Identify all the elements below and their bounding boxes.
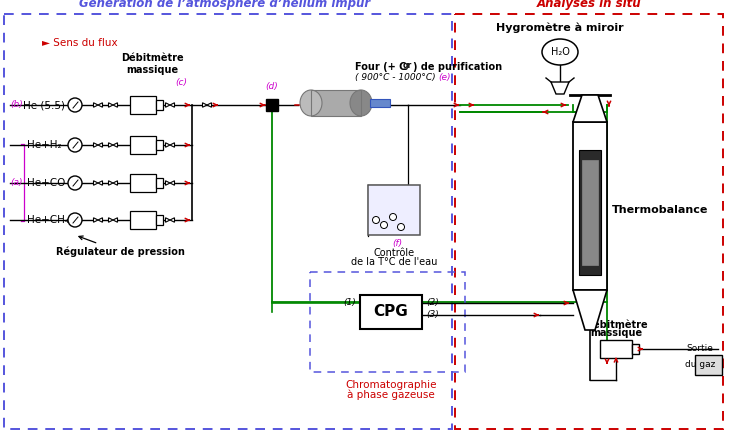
Bar: [579, 150, 601, 275]
Bar: [156, 140, 163, 150]
Text: (1): (1): [343, 299, 356, 307]
Bar: [4, 14, 452, 429]
Text: Thermobalance: Thermobalance: [612, 205, 709, 215]
Bar: [600, 340, 632, 358]
Bar: [370, 99, 390, 107]
Ellipse shape: [350, 90, 372, 116]
Text: (b): (b): [10, 100, 23, 108]
Text: Hygromètre à miroir: Hygromètre à miroir: [496, 23, 624, 33]
Text: du gaz: du gaz: [685, 360, 715, 369]
Polygon shape: [170, 103, 174, 107]
Text: gr: gr: [403, 61, 413, 70]
Polygon shape: [165, 218, 170, 222]
Circle shape: [68, 98, 82, 112]
Bar: [695, 355, 722, 375]
Circle shape: [389, 213, 397, 220]
Bar: [266, 99, 278, 111]
Text: ( 900°C - 1000°C): ( 900°C - 1000°C): [355, 73, 436, 82]
Text: massique: massique: [590, 328, 642, 338]
Text: H₂O: H₂O: [550, 47, 569, 57]
Text: (e): (e): [438, 73, 451, 82]
Bar: [455, 14, 723, 429]
Polygon shape: [170, 181, 174, 185]
Text: de la T°C de l'eau: de la T°C de l'eau: [351, 257, 437, 267]
Text: Débitmètre
massique: Débitmètre massique: [121, 52, 183, 75]
Polygon shape: [573, 290, 607, 330]
Bar: [156, 215, 163, 225]
Circle shape: [397, 224, 405, 231]
Bar: [632, 344, 639, 354]
Bar: [368, 185, 420, 235]
Text: ► Sens du flux: ► Sens du flux: [42, 38, 117, 48]
Circle shape: [68, 213, 82, 227]
Polygon shape: [203, 103, 207, 107]
Text: He (5.5): He (5.5): [23, 100, 65, 110]
Polygon shape: [165, 103, 170, 107]
Polygon shape: [170, 143, 174, 147]
Bar: [130, 136, 156, 154]
Polygon shape: [113, 103, 117, 107]
Bar: [130, 211, 156, 229]
Polygon shape: [113, 218, 117, 222]
Text: Four (+ C: Four (+ C: [355, 62, 406, 72]
Bar: [156, 100, 163, 110]
Polygon shape: [93, 103, 98, 107]
Text: Sortie: Sortie: [687, 344, 714, 353]
Ellipse shape: [300, 90, 322, 116]
Polygon shape: [98, 103, 103, 107]
Polygon shape: [93, 143, 98, 147]
Polygon shape: [98, 181, 103, 185]
Text: Génération de l’atmosphère d’hélium impur: Génération de l’atmosphère d’hélium impu…: [79, 0, 370, 10]
Bar: [360, 295, 422, 329]
Text: à phase gazeuse: à phase gazeuse: [347, 390, 435, 400]
Ellipse shape: [542, 39, 578, 65]
Text: (a): (a): [10, 177, 23, 187]
Text: Régulateur de pression: Régulateur de pression: [55, 236, 184, 257]
Polygon shape: [165, 181, 170, 185]
Bar: [311, 90, 361, 116]
Circle shape: [68, 138, 82, 152]
Polygon shape: [98, 218, 103, 222]
Polygon shape: [165, 143, 170, 147]
Bar: [130, 96, 156, 114]
Polygon shape: [93, 181, 98, 185]
Polygon shape: [113, 143, 117, 147]
Polygon shape: [207, 103, 211, 107]
Circle shape: [373, 217, 380, 224]
Text: He+H₂: He+H₂: [27, 140, 62, 150]
Bar: [573, 122, 607, 290]
Bar: [310, 272, 465, 372]
Circle shape: [381, 221, 388, 228]
Text: He+CH₄: He+CH₄: [27, 215, 69, 225]
Bar: [582, 160, 598, 265]
Text: CPG: CPG: [374, 304, 408, 319]
Bar: [130, 174, 156, 192]
Polygon shape: [98, 143, 103, 147]
Text: (d): (d): [265, 82, 278, 91]
Polygon shape: [93, 218, 98, 222]
Text: ) de purification: ) de purification: [413, 62, 502, 72]
Circle shape: [68, 176, 82, 190]
Text: (2): (2): [426, 299, 439, 307]
Bar: [156, 178, 163, 188]
Text: Chromatographie: Chromatographie: [346, 380, 437, 390]
Text: Débitmètre: Débitmètre: [585, 320, 647, 330]
Bar: [311, 90, 361, 116]
Text: (c): (c): [175, 78, 187, 86]
Text: (3): (3): [426, 310, 439, 319]
Text: He+CO: He+CO: [27, 178, 66, 188]
Polygon shape: [551, 82, 569, 94]
Polygon shape: [109, 218, 113, 222]
Polygon shape: [109, 143, 113, 147]
Text: Analyses in situ: Analyses in situ: [537, 0, 642, 10]
Polygon shape: [573, 95, 607, 122]
Polygon shape: [109, 103, 113, 107]
Polygon shape: [113, 181, 117, 185]
Text: Contrôle: Contrôle: [373, 248, 415, 258]
Polygon shape: [109, 181, 113, 185]
Polygon shape: [170, 218, 174, 222]
Text: (f): (f): [392, 239, 402, 248]
